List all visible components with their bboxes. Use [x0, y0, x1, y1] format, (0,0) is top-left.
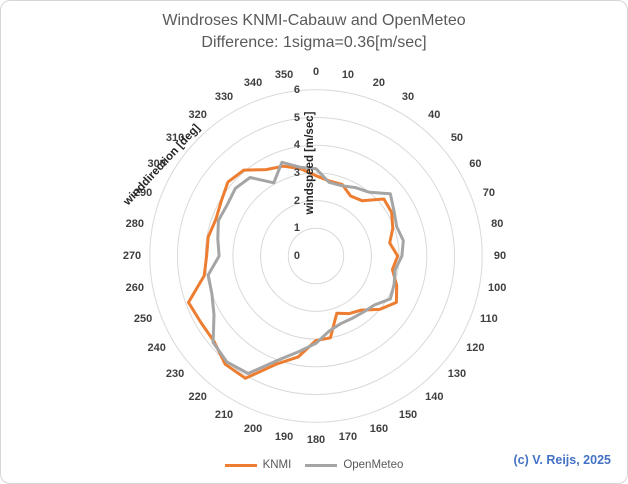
gridline-ring: [287, 227, 345, 285]
direction-label-50: 50: [450, 131, 464, 144]
direction-label-70: 70: [482, 187, 496, 200]
direction-label-250: 250: [133, 312, 153, 325]
direction-label-340: 340: [243, 77, 263, 90]
direction-label-0: 0: [312, 66, 320, 78]
radial-tick-label-5: 5: [293, 111, 300, 124]
series-knmi-line: [187, 164, 400, 380]
direction-label-150: 150: [398, 409, 418, 422]
direction-label-170: 170: [338, 431, 358, 444]
legend-item-knmi: KNMI: [224, 459, 292, 471]
direction-label-180: 180: [306, 434, 326, 446]
direction-label-300: 300: [147, 158, 166, 170]
direction-label-10: 10: [341, 68, 355, 81]
gridline-ring: [232, 172, 400, 340]
direction-label-110: 110: [480, 312, 498, 325]
direction-label-40: 40: [428, 109, 441, 122]
direction-label-140: 140: [425, 390, 444, 403]
direction-label-120: 120: [466, 342, 485, 354]
gridline-ring: [260, 200, 372, 312]
legend-item-openmeteo: OpenMeteo: [305, 459, 403, 471]
radial-axis-title: windspeed [m/sec]: [304, 111, 316, 215]
legend-label-knmi: KNMI: [262, 459, 292, 471]
direction-label-240: 240: [147, 342, 166, 354]
gridline-ring: [149, 89, 483, 423]
direction-label-220: 220: [188, 390, 207, 403]
direction-label-230: 230: [165, 368, 185, 381]
legend-label-openmeteo: OpenMeteo: [343, 459, 404, 471]
direction-label-280: 280: [125, 218, 144, 231]
direction-label-270: 270: [122, 250, 142, 262]
direction-label-290: 290: [133, 187, 153, 200]
chart-subtitle: Difference: 1sigma=0.36[m/sec]: [201, 34, 427, 51]
direction-label-260: 260: [125, 281, 144, 294]
chart-title: Windroses KNMI-Cabauw and OpenMeteo: [162, 12, 466, 29]
direction-label-20: 20: [372, 77, 386, 90]
direction-label-100: 100: [488, 281, 507, 294]
radial-tick-label-6: 6: [293, 83, 300, 96]
direction-label-320: 320: [188, 109, 207, 122]
radial-tick-label-0: 0: [293, 250, 300, 262]
chart-title-block: Windroses KNMI-Cabauw and OpenMeteo Diff…: [1, 10, 627, 54]
direction-label-310: 310: [165, 131, 185, 144]
direction-label-90: 90: [493, 250, 507, 262]
direction-label-350: 350: [274, 68, 294, 81]
series-openmeteo-line: [206, 160, 405, 375]
knmi-line-swatch: [224, 463, 257, 467]
gridline-ring: [204, 144, 428, 368]
direction-label-80: 80: [491, 218, 504, 231]
direction-label-210: 210: [214, 409, 234, 422]
legend: KNMI OpenMeteo: [1, 459, 627, 471]
direction-label-190: 190: [274, 431, 294, 444]
gridline-ring: [177, 117, 455, 395]
copyright-text: (c) V. Reijs, 2025: [513, 453, 611, 467]
radial-tick-label-2: 2: [293, 194, 300, 207]
direction-label-30: 30: [401, 90, 415, 103]
direction-label-200: 200: [243, 422, 263, 435]
radial-tick-label-4: 4: [293, 139, 300, 152]
direction-label-330: 330: [214, 90, 234, 103]
direction-label-130: 130: [447, 368, 467, 381]
radial-tick-label-3: 3: [293, 166, 300, 179]
openmeteo-line-swatch: [305, 463, 338, 467]
radial-tick-label-1: 1: [293, 222, 300, 235]
direction-label-60: 60: [469, 158, 482, 170]
direction-label-160: 160: [369, 422, 389, 435]
